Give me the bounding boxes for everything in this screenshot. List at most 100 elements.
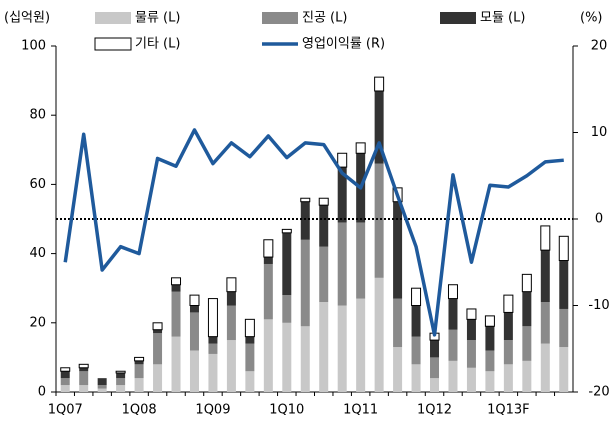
bar-segment	[430, 357, 440, 379]
y2-tick-label: -10	[588, 298, 609, 313]
y2-axis-label: (%)	[580, 11, 603, 26]
legend-label: 물류 (L)	[135, 11, 180, 26]
bar-segment	[540, 302, 550, 344]
bar-segment	[116, 385, 126, 392]
bar-segment	[356, 298, 366, 392]
y2-tick-label: -20	[588, 385, 609, 400]
legend-swatch	[94, 37, 132, 51]
bar-segment	[430, 340, 440, 358]
bar-segment	[374, 90, 384, 164]
bar-segment	[153, 364, 163, 392]
legend-label: 모듈 (L)	[480, 11, 525, 26]
bar-segment	[263, 239, 274, 258]
bar-segment	[226, 305, 236, 341]
bar-segment	[485, 350, 495, 372]
bar-segment	[355, 142, 366, 154]
bar-segment	[60, 385, 70, 392]
bar-segment	[300, 201, 310, 240]
bar-segment	[226, 340, 236, 392]
bar-segment	[116, 378, 126, 386]
bar-segment	[485, 326, 495, 351]
bar-segment	[78, 363, 89, 369]
bar-segment	[134, 364, 144, 379]
bar-segment	[503, 364, 513, 392]
bar-segment	[189, 294, 200, 306]
bar-segment	[244, 318, 255, 338]
bar-segment	[171, 277, 182, 286]
y-axis-label: (십억원)	[4, 11, 50, 26]
bar-segment	[97, 385, 107, 389]
bar-segment	[485, 371, 495, 392]
bar-segment	[153, 333, 163, 365]
bar-segment	[134, 378, 144, 392]
legend-label: 기타 (L)	[135, 37, 180, 52]
bar-segment	[60, 367, 71, 372]
bar-segment	[559, 347, 569, 392]
bar-segment	[263, 257, 273, 264]
bar-segment	[79, 385, 89, 392]
bar-segment	[337, 152, 348, 168]
bar-segment	[97, 388, 107, 392]
bar-segment	[522, 360, 532, 392]
bar-segment	[281, 228, 292, 234]
bar-segment	[60, 371, 70, 379]
bar-segment	[484, 315, 495, 327]
bar-segment	[208, 353, 218, 392]
y2-tick-label: 20	[591, 39, 608, 54]
bar-segment	[522, 291, 532, 327]
bar-segment	[503, 340, 513, 365]
y-tick-label: 100	[21, 39, 46, 54]
bar-segment	[97, 378, 107, 386]
bar-segment	[189, 312, 199, 351]
bar-segment	[152, 322, 163, 331]
y-tick-label: 60	[29, 177, 46, 192]
bar-segment	[374, 163, 384, 278]
bar-segment	[540, 343, 550, 392]
bar-segment	[393, 347, 403, 392]
x-tick-label: 1Q12	[417, 403, 452, 418]
y2-tick-label: 0	[595, 212, 603, 227]
bar-segment	[115, 370, 126, 374]
x-tick-label: 1Q10	[269, 403, 304, 418]
legend-swatch	[440, 12, 476, 24]
bar-segment	[189, 305, 199, 313]
bar-segment	[558, 235, 569, 262]
bar-segment	[208, 336, 218, 344]
bar-segment	[207, 298, 218, 338]
bar-segment	[245, 336, 255, 344]
x-tick-label: 1Q09	[195, 403, 230, 418]
bar-segment	[503, 312, 513, 341]
bar-segment	[300, 326, 310, 392]
y-tick-label: 20	[29, 315, 46, 330]
bar-segment	[466, 367, 476, 392]
bar-segment	[411, 336, 421, 365]
bar-segment	[60, 378, 70, 386]
bar-segment	[559, 260, 569, 309]
bar-segment	[245, 371, 255, 392]
bar-segment	[430, 378, 440, 392]
x-tick-label: 1Q08	[122, 403, 157, 418]
bar-segment	[282, 295, 292, 323]
bar-segment	[540, 250, 550, 303]
bar-segment	[319, 246, 329, 303]
bar-segment	[448, 360, 458, 392]
x-tick-label: 1Q07	[48, 403, 83, 418]
bar-segment	[171, 336, 181, 392]
bar-segment	[208, 343, 218, 354]
bar-segment	[319, 302, 329, 392]
bar-segment	[374, 277, 384, 392]
legend-label: 진공 (L)	[302, 11, 347, 26]
bar-segment	[466, 308, 477, 320]
line-series	[63, 128, 564, 337]
bar-segment	[393, 201, 403, 299]
bar-segment	[79, 367, 89, 372]
y-tick-label: 80	[29, 108, 46, 123]
bar-segment	[521, 273, 532, 293]
bar-segment	[300, 239, 310, 327]
bar-segment	[263, 319, 273, 392]
bar-segment	[153, 329, 163, 334]
bar-segment	[374, 76, 385, 92]
y-tick-label: 40	[29, 246, 46, 261]
bar-segment	[522, 326, 532, 361]
